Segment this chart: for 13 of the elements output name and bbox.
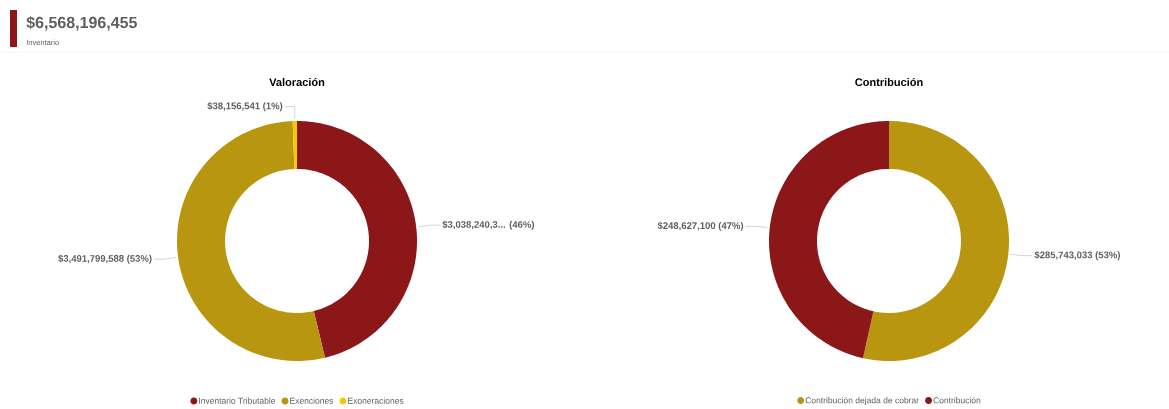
data-label: $3,491,799,588 (53%) bbox=[58, 254, 152, 264]
chart-title: Contribución bbox=[855, 77, 923, 87]
chart-title: Valoración bbox=[269, 77, 325, 87]
legend-label: Contribución dejada de cobrar bbox=[805, 396, 919, 405]
data-label: $248,627,100 (47%) bbox=[657, 221, 744, 231]
legend-label: Inventario Tributable bbox=[199, 397, 276, 404]
legend-label: Exoneraciones bbox=[348, 397, 404, 404]
legend-label: Exenciones bbox=[290, 397, 334, 404]
legend-label: Contribución bbox=[933, 396, 981, 404]
data-label: $38,156,541 (1%) bbox=[207, 102, 283, 112]
data-label: $285,743,033 (53%) bbox=[1034, 251, 1120, 261]
data-label: $3,038,240,3... (46%) bbox=[442, 220, 535, 230]
text: $6,568,196,455 bbox=[26, 16, 137, 31]
